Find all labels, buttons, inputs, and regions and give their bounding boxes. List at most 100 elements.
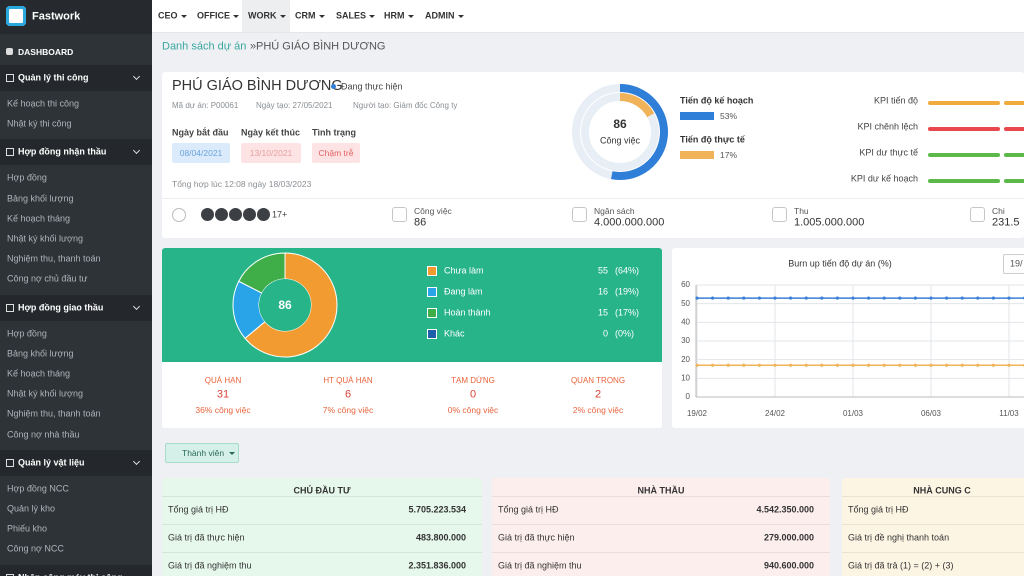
task-stat-label: HT QUÁ HẠN	[323, 376, 373, 385]
menu-item[interactable]: Công nợ nhà thầu	[7, 429, 80, 440]
series-point	[757, 296, 761, 300]
menu-item[interactable]: DASHBOARD	[18, 46, 74, 57]
menu-item[interactable]: Kế hoạch tháng	[7, 368, 71, 379]
legend-swatch	[427, 308, 437, 318]
series-point	[773, 296, 777, 300]
kpi-bar	[928, 101, 1000, 105]
nav-item[interactable]: SALES	[336, 10, 367, 21]
series-point	[991, 363, 995, 367]
task-stat-note: 36% công việc	[195, 404, 251, 415]
finance-card	[492, 478, 830, 576]
series-point	[913, 296, 917, 300]
series-point	[929, 296, 933, 300]
menu-item[interactable]: Công nợ chủ đầu tư	[7, 273, 88, 284]
series-point	[851, 363, 855, 367]
x-tick-label: 06/03	[921, 409, 942, 418]
section-title[interactable]: Hợp đồng nhận thầu	[18, 146, 107, 157]
menu-item[interactable]: Phiếu kho	[7, 523, 48, 534]
series-point	[695, 363, 699, 367]
menu-item[interactable]: Nhật ký khối lượng	[7, 233, 83, 244]
breadcrumb-separator: »	[250, 40, 257, 53]
y-tick-label: 60	[681, 280, 690, 289]
series-point	[960, 363, 964, 367]
series-point	[898, 363, 902, 367]
member-button-label[interactable]: Thành viên	[182, 447, 225, 458]
kpi-bar	[1004, 101, 1024, 105]
legend-label: Hoàn thành	[444, 307, 491, 318]
ring-arc	[619, 93, 655, 118]
menu-item[interactable]: Kế hoạch thi công	[7, 98, 80, 109]
row-divider	[492, 496, 830, 497]
legend-value: 16	[597, 286, 608, 297]
section-title[interactable]: Nhập công máy thi công	[18, 573, 123, 576]
chart-title: Burn up tiến độ dự án (%)	[788, 258, 892, 269]
finance-title: CHỦ ĐẦU TƯ	[293, 485, 351, 496]
breadcrumb-link[interactable]: Danh sách dự án	[162, 40, 247, 53]
series-point	[742, 363, 746, 367]
finance-row-value: 5.705.223.534	[408, 504, 466, 515]
menu-item[interactable]: Hợp đồng NCC	[7, 483, 69, 494]
ring-center-value: 86	[613, 117, 627, 131]
nav-item[interactable]: HRM	[384, 10, 405, 21]
series-point	[804, 363, 808, 367]
progress-swatch	[680, 151, 714, 159]
finance-row-value: 940.600.000	[763, 560, 814, 571]
dashboard-icon	[6, 48, 13, 55]
section-title[interactable]: Quản lý vật liệu	[18, 457, 85, 468]
caret	[319, 15, 325, 18]
kpi-bar	[1004, 179, 1024, 183]
section-header	[0, 294, 152, 321]
finance-card	[842, 478, 1024, 576]
caret	[280, 15, 286, 18]
members-more: 17+	[272, 209, 288, 220]
nav-item[interactable]: CRM	[295, 10, 316, 21]
legend-value: 15	[597, 307, 608, 318]
menu-item[interactable]: Hợp đồng	[7, 328, 47, 339]
nav-item[interactable]: WORK	[248, 10, 277, 21]
kpi-bar	[928, 127, 1000, 131]
series-point	[820, 363, 824, 367]
stat-value: 4.000.000.000	[594, 216, 665, 229]
menu-item[interactable]: Quản lý kho	[7, 503, 56, 514]
progress-label: Tiến độ kế hoạch	[680, 95, 754, 106]
finance-row-value: 2.351.836.000	[408, 560, 466, 571]
field-pill	[172, 143, 230, 163]
menu-item[interactable]: Hợp đồng	[7, 172, 47, 183]
nav-item[interactable]: OFFICE	[197, 10, 230, 21]
nav-item[interactable]: CEO	[158, 10, 178, 21]
series-point	[711, 363, 715, 367]
finance-row-label: Giá trị đã nghiệm thu	[498, 560, 582, 571]
menu-item[interactable]: Công nợ NCC	[7, 543, 64, 554]
section-title[interactable]: Hợp đồng giao thầu	[18, 302, 104, 313]
progress-value: 17%	[720, 149, 738, 160]
y-tick-label: 50	[681, 299, 690, 308]
section-icon	[6, 573, 14, 576]
row-divider	[842, 552, 1024, 553]
project-status: Đang thực hiện	[341, 81, 403, 92]
legend-label: Đang làm	[444, 286, 483, 297]
finance-row-label: Giá trị đã trả (1) = (2) + (3)	[848, 560, 954, 571]
section-header	[0, 449, 152, 476]
row-divider	[842, 524, 1024, 525]
section-header	[0, 139, 152, 166]
menu-item[interactable]: Nghiệm thu, thanh toán	[7, 253, 101, 264]
series-point	[773, 363, 777, 367]
nav-item[interactable]: ADMIN	[425, 10, 455, 21]
series-point	[1007, 296, 1011, 300]
sidebar	[0, 0, 152, 576]
menu-item[interactable]: Nghiệm thu, thanh toán	[7, 408, 101, 419]
series-point	[976, 296, 980, 300]
series-point	[960, 296, 964, 300]
menu-item[interactable]: Bảng khối lượng	[7, 193, 74, 204]
x-tick-label: 11/03	[999, 409, 1019, 418]
y-tick-label: 30	[681, 336, 690, 345]
series-point	[882, 296, 886, 300]
menu-item[interactable]: Nhật ký khối lượng	[7, 388, 83, 399]
menu-item[interactable]: Bảng khối lượng	[7, 348, 74, 359]
legend-label: Khác	[444, 328, 465, 339]
section-icon	[6, 148, 14, 157]
menu-item[interactable]: Kế hoạch tháng	[7, 213, 71, 224]
section-title[interactable]: Quản lý thi công	[18, 72, 89, 83]
menu-item[interactable]: Nhật ký thi công	[7, 118, 72, 129]
